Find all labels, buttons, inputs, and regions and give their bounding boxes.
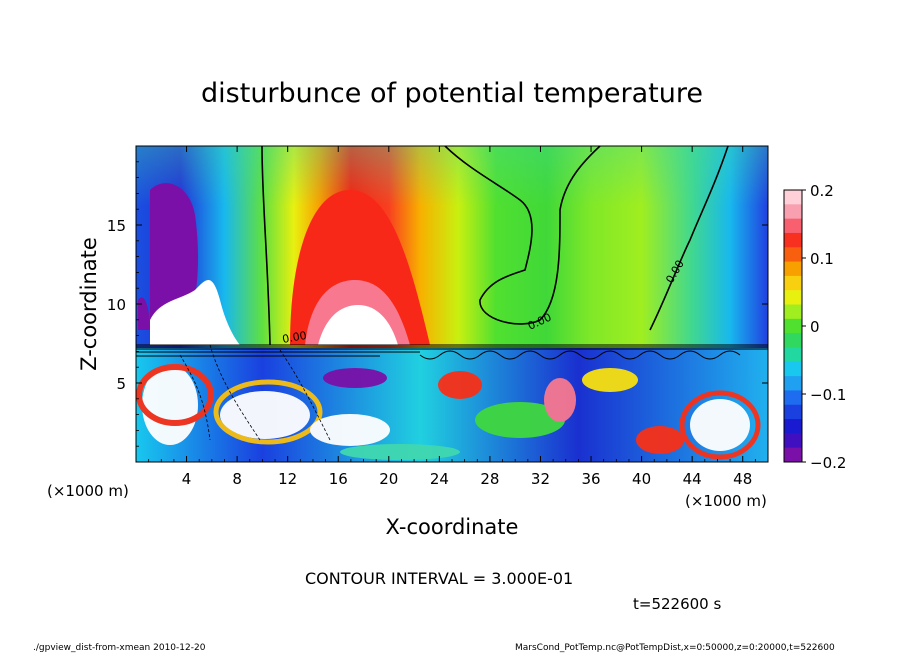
- dashed-contours: [179, 344, 331, 441]
- contour-value-label: 0.00: [281, 329, 307, 346]
- colorbar-ticks: 0.2 0.1 0 −0.1 −0.2: [802, 182, 846, 472]
- contour-interval-text: CONTOUR INTERVAL = 3.000E-01: [305, 569, 573, 588]
- warm-plume-white: [318, 305, 398, 345]
- colorbar-tick-label: −0.2: [810, 454, 846, 472]
- chart-title: disturbunce of potential temperature: [201, 78, 703, 109]
- x-unit-label: (×1000 m): [47, 482, 129, 500]
- colorbar-swatch: [784, 447, 802, 463]
- plot-area: [136, 146, 768, 462]
- colorbar-swatch: [784, 218, 802, 234]
- x-tick-label: 24: [430, 470, 449, 488]
- colorbar-tick-label: 0.2: [810, 182, 834, 200]
- colorbar-swatch: [784, 232, 802, 248]
- time-label: t=522600 s: [633, 595, 721, 613]
- negative-core: [150, 183, 198, 330]
- x-tick-label: 16: [329, 470, 348, 488]
- x-tick-label: 48: [733, 470, 752, 488]
- x-tick-label: 12: [278, 470, 297, 488]
- y-tick-label: 5: [116, 375, 126, 393]
- x-tick-label: 28: [480, 470, 499, 488]
- colorbar-swatch: [784, 376, 802, 391]
- zero-contours: [261, 146, 729, 346]
- y-unit-label: (×1000 m): [685, 492, 767, 510]
- x-axis-label: X-coordinate: [386, 515, 519, 539]
- y-axis-ticks: 5 10 15: [107, 161, 768, 447]
- colorbar-swatch: [784, 433, 802, 449]
- contour-band: [136, 344, 768, 360]
- colorbar-swatch: [784, 419, 802, 434]
- upper-fade: [136, 146, 768, 206]
- x-tick-label: 8: [232, 470, 242, 488]
- footer-left: ./gpview_dist-from-xmean 2010-12-20: [33, 643, 206, 653]
- colorbar-swatch: [784, 333, 802, 348]
- x-tick-label: 32: [531, 470, 550, 488]
- negative-core-edge: [138, 297, 150, 330]
- x-tick-label: 4: [182, 470, 192, 488]
- y-tick-label: 15: [107, 217, 126, 235]
- colorbar: [783, 189, 803, 463]
- colorbar-tick-label: 0.1: [810, 250, 834, 268]
- colorbar-swatch: [784, 347, 802, 363]
- x-tick-label: 36: [581, 470, 600, 488]
- y-axis-label: Z-coordinate: [77, 237, 101, 371]
- footer-right: MarsCond_PotTemp.nc@PotTempDist,x=0:5000…: [515, 643, 835, 653]
- y-tick-label: 10: [107, 296, 126, 314]
- colorbar-swatch: [784, 318, 802, 334]
- x-axis-ticks: 4 8 12 16 20 24 28 32 36 40 44 48: [148, 146, 756, 488]
- white-left: [150, 280, 240, 345]
- colorbar-swatch: [784, 261, 802, 277]
- x-tick-label: 40: [632, 470, 651, 488]
- lower-blobs: [136, 364, 761, 460]
- colorbar-swatch: [784, 275, 802, 291]
- colorbar-tick-label: 0: [810, 318, 820, 336]
- colorbar-swatch: [784, 190, 802, 205]
- colorbar-swatch: [784, 404, 802, 420]
- x-tick-label: 44: [683, 470, 702, 488]
- colorbar-tick-label: −0.1: [810, 386, 846, 404]
- x-tick-label: 20: [379, 470, 398, 488]
- colorbar-swatch: [784, 390, 802, 406]
- colorbar-swatch: [784, 247, 802, 263]
- colorbar-swatch: [784, 304, 802, 320]
- colorbar-swatch: [784, 361, 802, 377]
- colorbar-swatch: [784, 290, 802, 306]
- colorbar-swatch: [784, 204, 802, 220]
